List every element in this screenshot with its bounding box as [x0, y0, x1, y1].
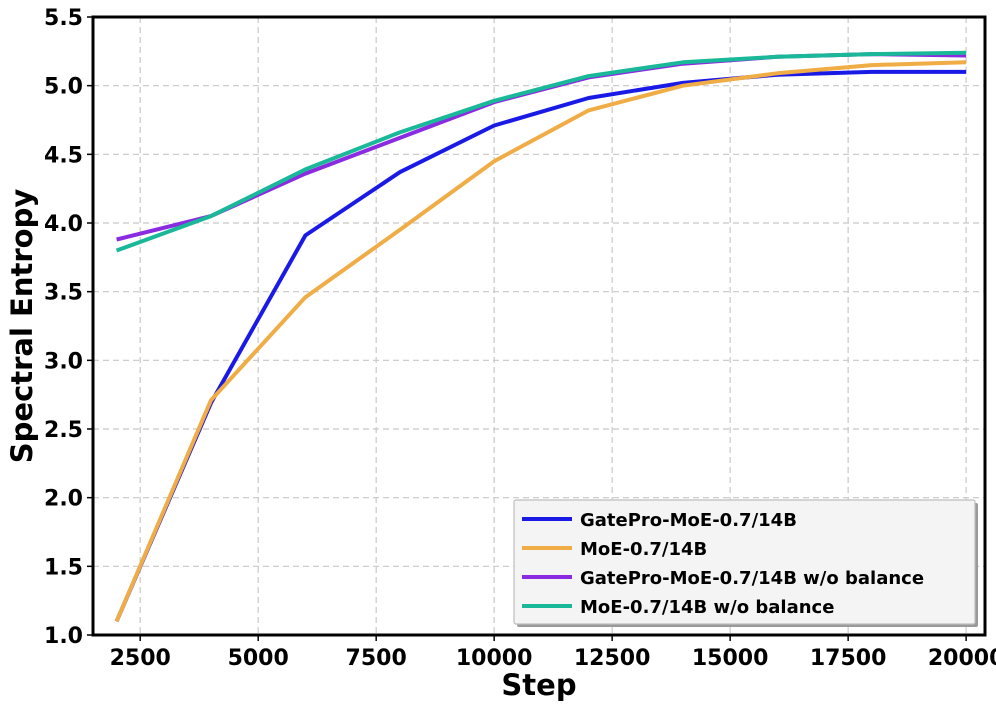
x-axis-title: Step [501, 668, 576, 702]
y-tick-label: 5.5 [44, 6, 83, 31]
series-lines [114, 50, 967, 623]
legend-label: MoE-0.7/14B [580, 539, 707, 560]
x-tick-label: 10000 [456, 646, 533, 671]
legend-label: MoE-0.7/14B w/o balance [580, 597, 834, 618]
legend: GatePro-MoE-0.7/14B MoE-0.7/14B GatePro-Mo… [513, 499, 978, 627]
axis-ticks: 2500 5000 7500 10000 12500 15000 17500 20000 1.0… [44, 6, 996, 671]
y-tick-label: 5.0 [44, 75, 83, 100]
y-tick-label: 1.0 [44, 624, 83, 649]
series-line-4 [115, 50, 967, 253]
x-tick-label: 7500 [346, 646, 407, 671]
x-tick-label: 17500 [810, 646, 887, 671]
y-tick-label: 4.0 [44, 212, 83, 237]
y-tick-label: 1.5 [44, 555, 83, 580]
y-tick-label: 4.5 [44, 143, 83, 168]
plot-frame [91, 15, 987, 637]
y-tick-label: 3.5 [44, 281, 83, 306]
x-tick-label: 12500 [574, 646, 651, 671]
legend-label: GatePro-MoE-0.7/14B w/o balance [580, 568, 924, 589]
series-line-2 [114, 60, 967, 623]
series-line-3 [116, 52, 967, 242]
legend-box [513, 499, 976, 625]
x-tick-label: 2500 [110, 646, 171, 671]
y-tick-label: 2.0 [44, 487, 83, 512]
y-tick-label: 3.0 [44, 349, 83, 374]
x-tick-label: 20000 [928, 646, 996, 671]
series-line-1 [114, 69, 967, 623]
x-tick-label: 15000 [692, 646, 769, 671]
x-tick-label: 5000 [228, 646, 289, 671]
legend-label: GatePro-MoE-0.7/14B [580, 510, 797, 531]
y-tick-label: 2.5 [44, 418, 83, 443]
y-axis-title: Spectral Entropy [5, 189, 39, 464]
